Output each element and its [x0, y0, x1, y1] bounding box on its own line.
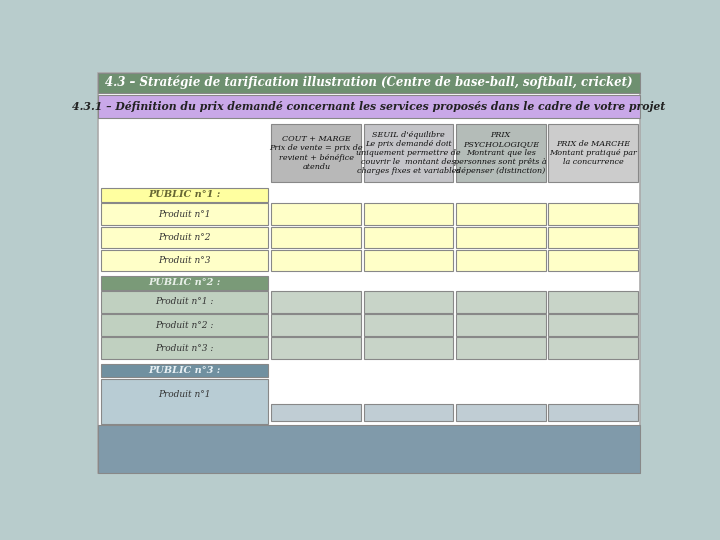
FancyBboxPatch shape [98, 425, 640, 473]
FancyBboxPatch shape [548, 338, 638, 359]
FancyBboxPatch shape [364, 314, 454, 336]
FancyBboxPatch shape [364, 291, 454, 313]
Text: PUBLIC n°2 :: PUBLIC n°2 : [148, 278, 221, 287]
FancyBboxPatch shape [548, 204, 638, 225]
FancyBboxPatch shape [271, 124, 361, 182]
Text: Produit n°3 :: Produit n°3 : [156, 343, 214, 353]
FancyBboxPatch shape [271, 204, 361, 225]
FancyBboxPatch shape [548, 249, 638, 271]
FancyBboxPatch shape [271, 338, 361, 359]
FancyBboxPatch shape [456, 338, 546, 359]
FancyBboxPatch shape [101, 188, 269, 202]
Text: 4.3.1 – Définition du prix demandé concernant les services proposés dans le cadr: 4.3.1 – Définition du prix demandé conce… [73, 101, 665, 112]
Text: SEUIL d'équilibre
Le prix demandé doit
uniquement permettre de
couvrir le  monta: SEUIL d'équilibre Le prix demandé doit u… [356, 131, 461, 176]
FancyBboxPatch shape [98, 95, 640, 118]
FancyBboxPatch shape [101, 363, 269, 377]
FancyBboxPatch shape [101, 314, 269, 336]
FancyBboxPatch shape [456, 249, 546, 271]
Text: PUBLIC n°3 :: PUBLIC n°3 : [148, 366, 221, 375]
FancyBboxPatch shape [364, 124, 454, 182]
Text: Produit n°3: Produit n°3 [158, 256, 211, 265]
FancyBboxPatch shape [548, 124, 638, 182]
FancyBboxPatch shape [456, 226, 546, 248]
Text: Produit n°1: Produit n°1 [158, 390, 211, 399]
FancyBboxPatch shape [364, 338, 454, 359]
FancyBboxPatch shape [271, 314, 361, 336]
FancyBboxPatch shape [98, 72, 640, 473]
Text: Produit n°1: Produit n°1 [158, 210, 211, 219]
Text: COUT + MARGE
Prix de vente = prix de
revient + bénéfice
atendu: COUT + MARGE Prix de vente = prix de rev… [269, 135, 363, 171]
FancyBboxPatch shape [364, 249, 454, 271]
FancyBboxPatch shape [101, 226, 269, 248]
FancyBboxPatch shape [548, 291, 638, 313]
FancyBboxPatch shape [101, 291, 269, 313]
FancyBboxPatch shape [271, 291, 361, 313]
FancyBboxPatch shape [271, 226, 361, 248]
Text: PRIX
PSYCHOLOGIQUE
Montrant que les
personnes sont prêts à
dépenser (distinction: PRIX PSYCHOLOGIQUE Montrant que les pers… [454, 131, 547, 176]
Text: Produit n°2: Produit n°2 [158, 233, 211, 242]
Text: PUBLIC n°1 :: PUBLIC n°1 : [148, 191, 221, 199]
FancyBboxPatch shape [101, 204, 269, 225]
FancyBboxPatch shape [101, 249, 269, 271]
FancyBboxPatch shape [98, 72, 640, 92]
FancyBboxPatch shape [548, 226, 638, 248]
FancyBboxPatch shape [101, 379, 269, 423]
FancyBboxPatch shape [271, 403, 361, 421]
FancyBboxPatch shape [271, 249, 361, 271]
FancyBboxPatch shape [456, 314, 546, 336]
Text: Produit n°1 :: Produit n°1 : [156, 298, 214, 307]
Text: 4.3 – Stratégie de tarification illustration (Centre de base-ball, softball, cri: 4.3 – Stratégie de tarification illustra… [105, 76, 633, 89]
FancyBboxPatch shape [456, 291, 546, 313]
FancyBboxPatch shape [456, 124, 546, 182]
FancyBboxPatch shape [364, 226, 454, 248]
Text: Produit n°2 :: Produit n°2 : [156, 321, 214, 329]
FancyBboxPatch shape [548, 403, 638, 421]
FancyBboxPatch shape [101, 276, 269, 289]
FancyBboxPatch shape [456, 403, 546, 421]
Text: PRIX de MARCHE
Montant pratiqué par
la concurrence: PRIX de MARCHE Montant pratiqué par la c… [549, 140, 637, 166]
FancyBboxPatch shape [364, 204, 454, 225]
FancyBboxPatch shape [364, 403, 454, 421]
FancyBboxPatch shape [456, 204, 546, 225]
FancyBboxPatch shape [101, 338, 269, 359]
FancyBboxPatch shape [548, 314, 638, 336]
